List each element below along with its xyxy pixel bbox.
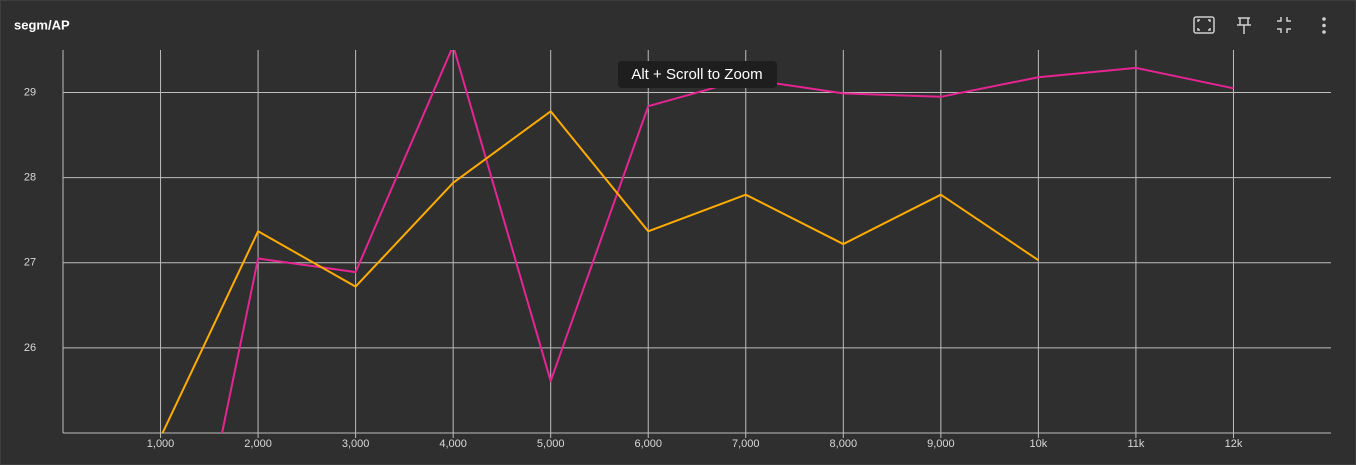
zoom-hint: Alt + Scroll to Zoom bbox=[618, 61, 777, 88]
chart-title: segm/AP bbox=[14, 17, 70, 32]
x-tick-label: 9,000 bbox=[927, 438, 955, 450]
x-tick-label: 10k bbox=[1030, 438, 1048, 450]
x-tick-label: 4,000 bbox=[439, 438, 467, 450]
series-line bbox=[221, 50, 1234, 433]
x-tick-label: 6,000 bbox=[634, 438, 662, 450]
toolbar bbox=[1193, 16, 1326, 34]
x-tick-label: 7,000 bbox=[732, 438, 760, 450]
fit-domain-button[interactable] bbox=[1193, 16, 1215, 34]
collapse-button[interactable] bbox=[1277, 17, 1291, 33]
x-tick-label: 2,000 bbox=[244, 438, 272, 450]
x-tick-label: 11k bbox=[1127, 438, 1144, 450]
grid bbox=[63, 50, 1331, 433]
plot-area bbox=[161, 50, 1234, 433]
x-tick-label: 8,000 bbox=[830, 438, 858, 450]
x-tick-label: 12k bbox=[1225, 438, 1243, 450]
zoom-hint-background bbox=[618, 61, 777, 88]
pin-button[interactable] bbox=[1237, 17, 1251, 34]
y-tick-label: 29 bbox=[24, 86, 36, 98]
x-tick-label: 1,000 bbox=[147, 438, 175, 450]
series-line bbox=[161, 110, 1039, 433]
x-tick-label: 5,000 bbox=[537, 438, 565, 450]
zoom-hint-text: Alt + Scroll to Zoom bbox=[631, 66, 762, 83]
y-tick-label: 27 bbox=[24, 257, 36, 269]
y-tick-label: 26 bbox=[24, 342, 36, 354]
menu-button[interactable] bbox=[1322, 17, 1326, 34]
x-tick-label: 3,000 bbox=[342, 438, 370, 450]
y-tick-label: 28 bbox=[24, 172, 36, 184]
